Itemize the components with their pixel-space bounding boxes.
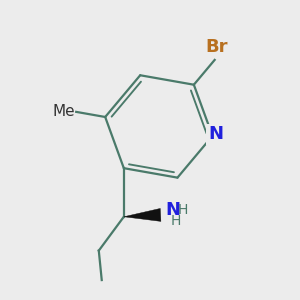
Text: Br: Br <box>205 38 227 56</box>
Polygon shape <box>124 208 161 221</box>
Text: H: H <box>170 214 181 228</box>
Text: Me: Me <box>52 104 75 119</box>
Text: H: H <box>177 202 188 217</box>
Text: N: N <box>165 201 180 219</box>
Text: N: N <box>208 125 223 143</box>
